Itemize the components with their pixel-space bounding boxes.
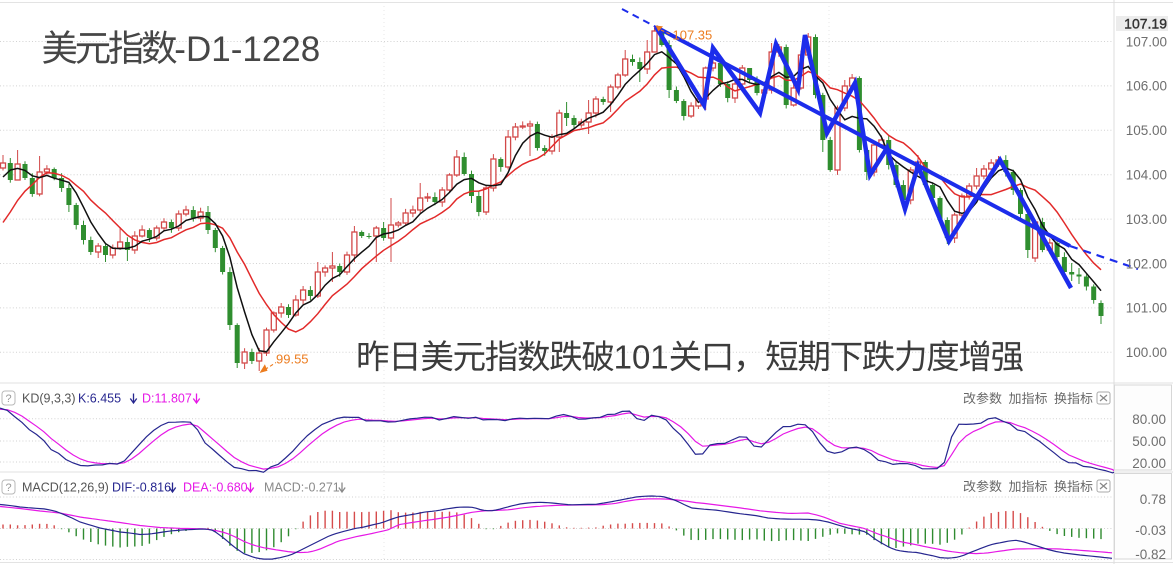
svg-text:50.00: 50.00 — [1132, 434, 1166, 449]
svg-text:MACD:-0.271: MACD:-0.271 — [264, 481, 340, 495]
svg-text:101.00: 101.00 — [1126, 301, 1167, 316]
svg-text:K:6.455: K:6.455 — [78, 392, 121, 406]
svg-text:KD(9,3,3): KD(9,3,3) — [22, 392, 76, 406]
svg-text:102.00: 102.00 — [1126, 256, 1167, 271]
svg-text:104.00: 104.00 — [1126, 168, 1167, 183]
svg-text:107.00: 107.00 — [1126, 34, 1167, 49]
svg-text:-0.03: -0.03 — [1135, 523, 1166, 538]
svg-text:MACD(12,26,9): MACD(12,26,9) — [22, 481, 109, 495]
svg-text:-0.82: -0.82 — [1135, 547, 1166, 562]
svg-text:105.00: 105.00 — [1126, 123, 1167, 138]
svg-text:107.19: 107.19 — [1124, 16, 1167, 32]
svg-text:0.78: 0.78 — [1140, 492, 1166, 507]
svg-text:103.00: 103.00 — [1126, 212, 1167, 227]
svg-text:99.55: 99.55 — [276, 352, 309, 367]
svg-text:100.00: 100.00 — [1126, 345, 1167, 360]
svg-text:101: 101 — [614, 339, 669, 376]
svg-text:?: ? — [5, 482, 11, 494]
svg-text:-D1-1228: -D1-1228 — [174, 30, 320, 69]
svg-text:DEA:-0.680: DEA:-0.680 — [183, 481, 248, 495]
svg-text:DIF:-0.816: DIF:-0.816 — [112, 481, 171, 495]
svg-text:106.00: 106.00 — [1126, 79, 1167, 94]
svg-text:D:11.807: D:11.807 — [142, 392, 192, 406]
svg-text:20.00: 20.00 — [1132, 456, 1166, 471]
svg-text:80.00: 80.00 — [1132, 412, 1166, 427]
svg-text:107.35: 107.35 — [673, 28, 713, 43]
svg-text:?: ? — [5, 393, 11, 405]
